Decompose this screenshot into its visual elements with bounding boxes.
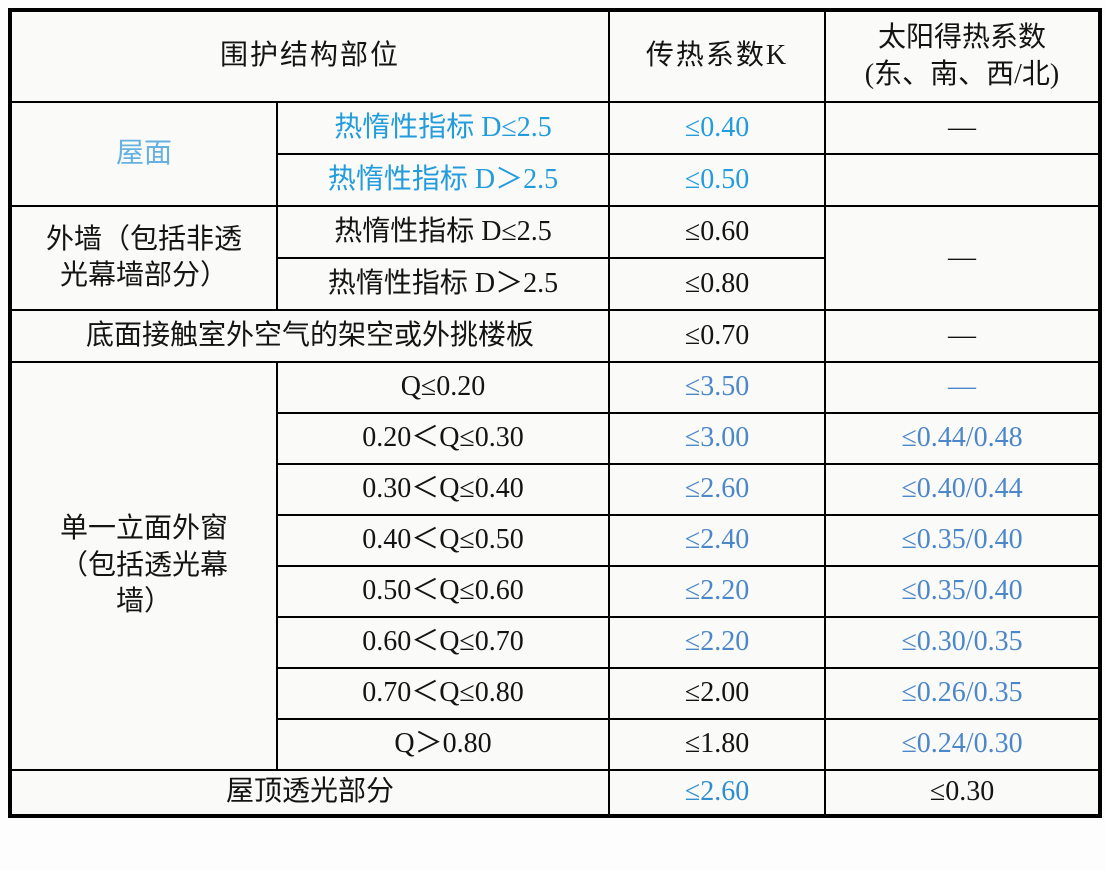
window-row-1: 单一立面外窗 （包括透光幕 墙） Q≤0.20 ≤3.50 — [9, 361, 1102, 771]
window-row-1-shgc: — [824, 361, 1102, 414]
window-row-1-k: ≤3.50 [608, 361, 827, 414]
wall-row-2: 热惰性指标 D＞2.5 ≤0.80 [10, 257, 1100, 311]
window-label: 单一立面外窗 （包括透光幕 墙） [9, 361, 278, 771]
window-row-6: 0.60＜Q≤0.70 ≤2.20 ≤0.30/0.35 [10, 616, 1102, 669]
floor-shgc: — [824, 309, 1102, 363]
window-row-8-k: ≤1.80 [608, 718, 827, 771]
skylight-label: 屋顶透光部分 [8, 769, 611, 817]
window-row-8-shgc: ≤0.24/0.30 [824, 718, 1102, 771]
window-row-6-condition: 0.60＜Q≤0.70 [275, 616, 611, 669]
floor-label: 底面接触室外空气的架空或外挑楼板 [8, 309, 611, 363]
window-row-4-shgc: ≤0.35/0.40 [824, 514, 1102, 567]
window-row-5: 0.50＜Q≤0.60 ≤2.20 ≤0.35/0.40 [10, 565, 1102, 618]
roof-label: 屋面 [9, 101, 278, 207]
wall-row-2-k: ≤0.80 [608, 257, 827, 311]
window-row-2-k: ≤3.00 [608, 412, 827, 465]
window-row-7: 0.70＜Q≤0.80 ≤2.00 ≤0.26/0.35 [10, 667, 1102, 720]
wall-row-1: 外墙（包括非透 光幕墙部分） 热惰性指标 D≤2.5 ≤0.60 — [9, 205, 1102, 311]
roof-row-2-condition: 热惰性指标 D＞2.5 [275, 153, 611, 207]
window-row-2: 0.20＜Q≤0.30 ≤3.00 ≤0.44/0.48 [10, 412, 1102, 465]
window-row-7-condition: 0.70＜Q≤0.80 [275, 667, 611, 720]
skylight-k: ≤2.60 [608, 769, 827, 817]
wall-label: 外墙（包括非透 光幕墙部分） [9, 205, 278, 311]
window-row-3-k: ≤2.60 [608, 463, 827, 516]
roof-row-1-k: ≤0.40 [608, 101, 827, 155]
window-row-4-condition: 0.40＜Q≤0.50 [275, 514, 611, 567]
window-row-4: 0.40＜Q≤0.50 ≤2.40 ≤0.35/0.40 [10, 514, 1102, 567]
window-row-6-k: ≤2.20 [608, 616, 827, 669]
window-row-3-shgc: ≤0.40/0.44 [824, 463, 1102, 516]
roof-row-2-shgc-empty [824, 153, 1102, 207]
header-row: 围护结构部位 传热系数K 太阳得热系数 (东、南、西/北) [8, 9, 1102, 103]
window-row-3-condition: 0.30＜Q≤0.40 [275, 463, 611, 516]
skylight-row: 屋顶透光部分 ≤2.60 ≤0.30 [8, 769, 1102, 817]
wall-shgc-merged: — [824, 205, 1102, 311]
header-shgc: 太阳得热系数 (东、南、西/北) [824, 9, 1102, 103]
window-row-2-condition: 0.20＜Q≤0.30 [275, 412, 611, 465]
window-row-7-k: ≤2.00 [608, 667, 827, 720]
window-row-3: 0.30＜Q≤0.40 ≤2.60 ≤0.40/0.44 [10, 463, 1102, 516]
window-row-5-condition: 0.50＜Q≤0.60 [275, 565, 611, 618]
window-row-1-condition: Q≤0.20 [275, 361, 611, 414]
window-row-4-k: ≤2.40 [608, 514, 827, 567]
window-row-5-shgc: ≤0.35/0.40 [824, 565, 1102, 618]
window-row-8-condition: Q＞0.80 [275, 718, 611, 771]
thermal-performance-table: 围护结构部位 传热系数K 太阳得热系数 (东、南、西/北) 屋面 热惰性指标 D… [8, 8, 1103, 818]
window-row-5-k: ≤2.20 [608, 565, 827, 618]
floor-k: ≤0.70 [608, 309, 827, 363]
wall-row-1-condition: 热惰性指标 D≤2.5 [275, 205, 611, 259]
header-envelope-part: 围护结构部位 [8, 9, 611, 103]
floor-row: 底面接触室外空气的架空或外挑楼板 ≤0.70 — [8, 309, 1102, 363]
roof-row-1-condition: 热惰性指标 D≤2.5 [275, 101, 611, 155]
window-row-2-shgc: ≤0.44/0.48 [824, 412, 1102, 465]
wall-row-1-k: ≤0.60 [608, 205, 827, 259]
roof-row-1: 屋面 热惰性指标 D≤2.5 ≤0.40 — [9, 101, 1102, 207]
roof-row-1-shgc: — [824, 101, 1102, 155]
skylight-shgc: ≤0.30 [824, 769, 1102, 817]
window-row-6-shgc: ≤0.30/0.35 [824, 616, 1102, 669]
header-heat-transfer-k: 传热系数K [608, 9, 827, 103]
wall-row-2-condition: 热惰性指标 D＞2.5 [275, 257, 611, 311]
window-row-7-shgc: ≤0.26/0.35 [824, 667, 1102, 720]
roof-row-2-k: ≤0.50 [608, 153, 827, 207]
window-row-8: Q＞0.80 ≤1.80 ≤0.24/0.30 [10, 718, 1102, 771]
roof-row-2: 热惰性指标 D＞2.5 ≤0.50 [10, 153, 1102, 207]
